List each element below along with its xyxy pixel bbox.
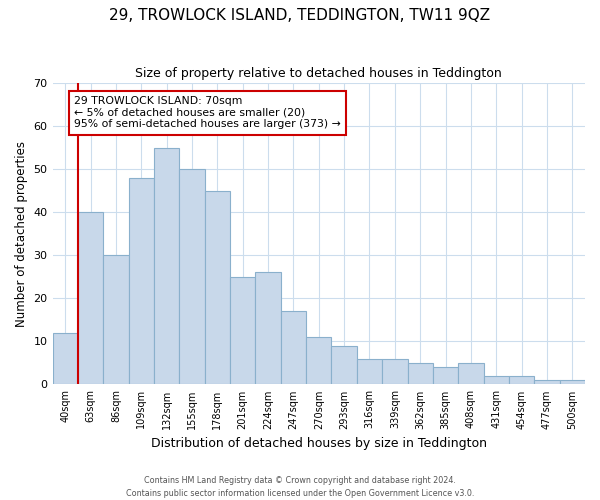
Bar	[205, 190, 230, 384]
Bar	[306, 337, 331, 384]
Bar	[534, 380, 560, 384]
Text: Contains HM Land Registry data © Crown copyright and database right 2024.
Contai: Contains HM Land Registry data © Crown c…	[126, 476, 474, 498]
Bar	[256, 272, 281, 384]
Bar	[230, 277, 256, 384]
Bar	[179, 169, 205, 384]
Bar	[78, 212, 103, 384]
Bar	[407, 363, 433, 384]
Bar	[458, 363, 484, 384]
Bar	[484, 376, 509, 384]
Bar	[433, 367, 458, 384]
Bar	[103, 256, 128, 384]
Bar	[509, 376, 534, 384]
Text: 29 TROWLOCK ISLAND: 70sqm
← 5% of detached houses are smaller (20)
95% of semi-d: 29 TROWLOCK ISLAND: 70sqm ← 5% of detach…	[74, 96, 341, 129]
Text: 29, TROWLOCK ISLAND, TEDDINGTON, TW11 9QZ: 29, TROWLOCK ISLAND, TEDDINGTON, TW11 9Q…	[109, 8, 491, 22]
Y-axis label: Number of detached properties: Number of detached properties	[15, 140, 28, 326]
Bar	[53, 333, 78, 384]
Bar	[154, 148, 179, 384]
Bar	[560, 380, 585, 384]
Bar	[357, 358, 382, 384]
Bar	[382, 358, 407, 384]
Bar	[281, 311, 306, 384]
Bar	[128, 178, 154, 384]
X-axis label: Distribution of detached houses by size in Teddington: Distribution of detached houses by size …	[151, 437, 487, 450]
Title: Size of property relative to detached houses in Teddington: Size of property relative to detached ho…	[136, 68, 502, 80]
Bar	[331, 346, 357, 385]
